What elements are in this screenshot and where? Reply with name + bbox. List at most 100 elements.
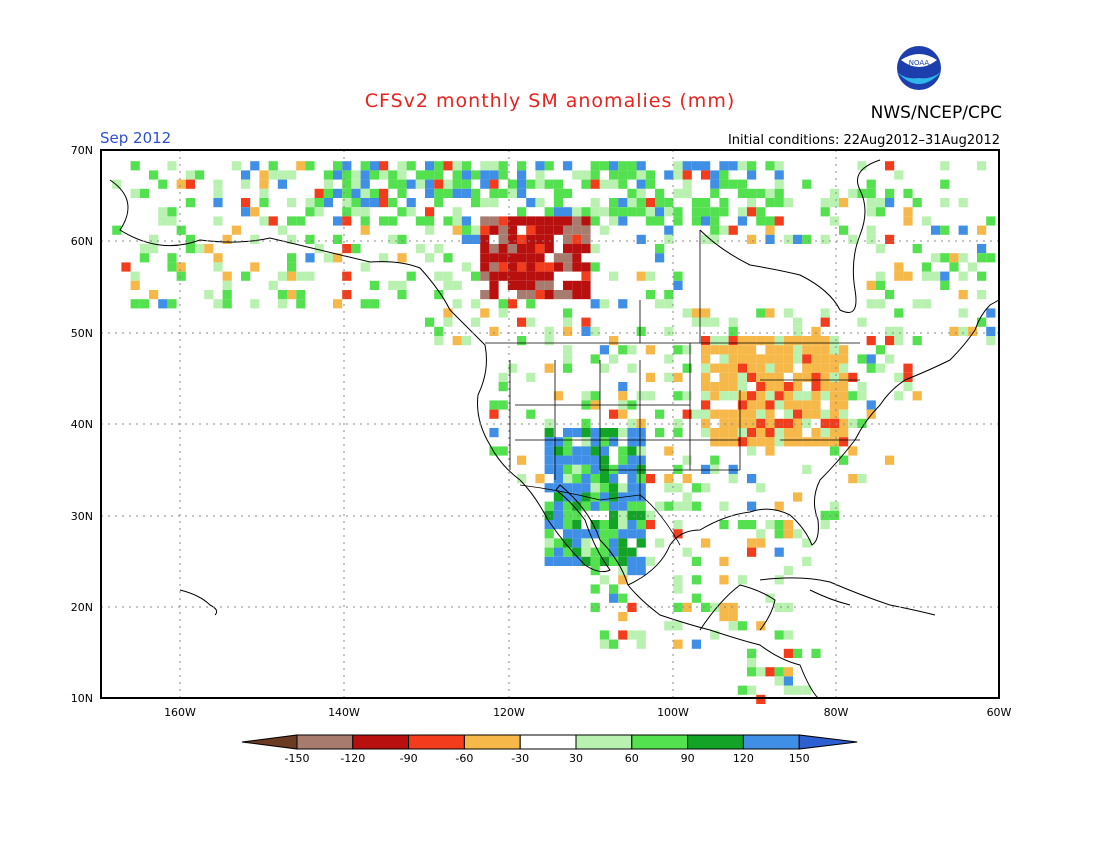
anomaly-cell [774,437,784,447]
anomaly-cell [691,556,701,566]
anomaly-cell [452,280,462,290]
anomaly-cell [590,446,600,456]
anomaly-cell [434,244,444,254]
anomaly-cell [590,547,600,557]
anomaly-cell [231,225,241,235]
anomaly-cell [572,520,582,530]
anomaly-cell [323,253,333,263]
anomaly-cell [829,418,839,428]
anomaly-cell [866,280,876,290]
anomaly-cell [517,179,527,189]
anomaly-cell [710,188,720,198]
anomaly-cell [590,244,600,254]
anomaly-cell [627,363,637,373]
anomaly-cell [710,602,720,612]
anomaly-cell [866,400,876,410]
anomaly-cell [829,216,839,226]
anomaly-cell [507,271,517,281]
anomaly-cell [222,271,232,281]
anomaly-cell [360,179,370,189]
anomaly-cell [885,336,895,346]
anomaly-cell [783,520,793,530]
anomaly-cell [609,161,619,171]
anomaly-cell [287,170,297,180]
colorbar-label: 90 [681,752,695,765]
anomaly-cell [774,161,784,171]
anomaly-cell [627,630,637,640]
anomaly-cell [627,188,637,198]
anomaly-cell [563,529,573,539]
anomaly-cell [277,225,287,235]
anomaly-cell [259,179,269,189]
anomaly-cell [664,207,674,217]
anomaly-cell [912,244,922,254]
anomaly-cell [599,428,609,438]
anomaly-cell [599,464,609,474]
anomaly-cell [618,464,628,474]
anomaly-cell [287,198,297,208]
anomaly-cell [958,225,968,235]
graticule [101,150,999,698]
anomaly-cell [691,501,701,511]
anomaly-cell [811,437,821,447]
anomaly-cell [673,216,683,226]
anomaly-cell [379,170,389,180]
anomaly-cell [747,354,757,364]
anomaly-cell [149,244,159,254]
anomaly-cell [793,234,803,244]
anomaly-cell [406,179,416,189]
noaa-logo: NOAA [897,46,941,90]
anomaly-cell [425,216,435,226]
anomaly-cell [590,474,600,484]
anomaly-cell [636,446,646,456]
anomaly-cell [498,161,508,171]
anomaly-cell [811,391,821,401]
anomaly-cell [719,437,729,447]
anomaly-cell [765,418,775,428]
anomaly-cell [452,216,462,226]
colorbar-swatch [575,734,633,750]
anomaly-cell [636,639,646,649]
anomaly-cell [498,244,508,254]
anomaly-cell [774,501,784,511]
anomaly-cell [747,234,757,244]
anomaly-cell [710,336,720,346]
anomaly-cell [443,216,453,226]
anomaly-cell [581,529,591,539]
anomaly-cell [296,271,306,281]
anomaly-cell [535,179,545,189]
anomaly-cell [627,556,637,566]
anomaly-cell [544,363,554,373]
anomaly-cell [802,409,812,419]
anomaly-cell [471,234,481,244]
anomaly-cell [443,188,453,198]
anomaly-cell [737,363,747,373]
anomaly-cell [645,520,655,530]
anomaly-cell [581,556,591,566]
anomaly-cell [544,336,554,346]
anomaly-cell [820,437,830,447]
anomaly-cell [802,464,812,474]
anomaly-cell [139,188,149,198]
anomaly-cell [756,418,766,428]
anomaly-cell [710,179,720,189]
anomaly-cell [820,345,830,355]
anomaly-cell [793,685,803,695]
anomaly-cell [829,400,839,410]
anomaly-cell [682,391,692,401]
anomaly-cell [572,280,582,290]
anomaly-cell [544,510,554,520]
anomaly-cell [958,253,968,263]
anomaly-cell [774,418,784,428]
anomaly-cell [553,492,563,502]
anomaly-cell [765,345,775,355]
anomaly-cell [498,253,508,263]
anomaly-cell [241,207,251,217]
anomaly-cell [691,317,701,327]
anomaly-cell [783,648,793,658]
anomaly-cell [213,188,223,198]
anomaly-cell [342,188,352,198]
anomaly-cell [774,575,784,585]
anomaly-cell [977,317,987,327]
anomaly-cell [885,455,895,465]
